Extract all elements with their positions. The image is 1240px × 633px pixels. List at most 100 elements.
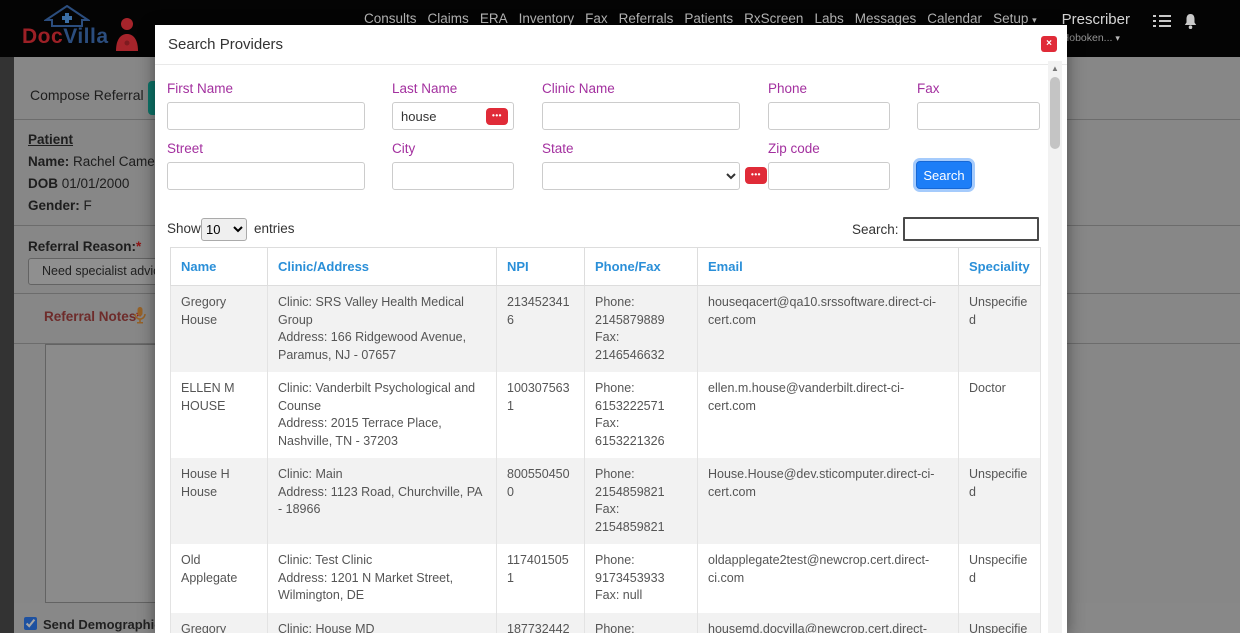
col-header-clinic[interactable]: Clinic/Address — [267, 247, 497, 286]
referral-reason-label: Referral Reason:* — [28, 239, 142, 254]
provider-speciality: Doctor — [958, 372, 1041, 458]
nav-item-labs[interactable]: Labs — [814, 11, 844, 26]
entries-label: entries — [254, 221, 295, 236]
table-row[interactable]: Gregory House Clinic: House MDAddress: 1… — [170, 612, 1041, 633]
nav-item-era[interactable]: ERA — [479, 11, 508, 26]
microphone-icon[interactable] — [134, 307, 146, 329]
provider-speciality: Unspecified — [958, 285, 1041, 372]
tab-compose-referral[interactable]: Compose Referral — [30, 87, 144, 103]
prescriber-label[interactable]: Prescriber — [1061, 11, 1130, 28]
col-header-phone-fax[interactable]: Phone/Fax — [584, 247, 698, 286]
house-logo-icon — [42, 4, 92, 32]
col-header-name[interactable]: Name — [170, 247, 268, 286]
required-asterisk: * — [136, 309, 142, 324]
phone-input[interactable] — [768, 102, 890, 130]
provider-name: Gregory House — [170, 285, 268, 372]
state-select[interactable] — [542, 162, 740, 190]
provider-phone-fax: Phone: 6153222571 Fax: 6153221326 — [584, 372, 698, 458]
provider-name: ELLEN M HOUSE — [170, 372, 268, 458]
last-name-label: Last Name — [392, 81, 458, 96]
provider-npi: 1877324420 — [496, 612, 585, 633]
scrollbar-thumb[interactable] — [1050, 77, 1060, 149]
nav-item-consults[interactable]: Consults — [364, 11, 417, 26]
autofill-extension-icon[interactable]: ••• — [486, 108, 508, 125]
provider-email: ellen.m.house@vanderbilt.direct-ci-cert.… — [697, 372, 959, 458]
table-row[interactable]: ELLEN M HOUSE Clinic: Vanderbilt Psychol… — [170, 372, 1041, 458]
provider-clinic-address: Clinic: Main Address: 1123 Road, Churchvi… — [267, 458, 497, 544]
provider-speciality: Unspecified — [958, 544, 1041, 613]
provider-npi: 2134523416 — [496, 285, 585, 372]
table-controls: Show 10 entries Search: — [155, 217, 1067, 243]
col-header-email[interactable]: Email — [697, 247, 959, 286]
patient-heading: Patient — [28, 132, 74, 147]
modal-title: Search Providers — [168, 36, 284, 53]
first-name-input[interactable] — [167, 102, 365, 130]
nav-item-setup[interactable]: Setup ▾ — [993, 11, 1037, 26]
nav-item-fax[interactable]: Fax — [585, 11, 608, 26]
search-providers-modal: Search Providers × First Name Last Name … — [155, 25, 1067, 633]
show-label: Show — [167, 221, 201, 236]
send-demographics-checkbox[interactable] — [24, 617, 37, 630]
table-header-row: Name Clinic/Address NPI Phone/Fax Email … — [170, 247, 1041, 286]
table-search-label: Search: — [852, 222, 899, 237]
patient-name: Name: Rachel Cameroon — [28, 154, 182, 169]
street-label: Street — [167, 141, 204, 156]
table-row[interactable]: Gregory House Clinic: SRS Valley Health … — [170, 285, 1041, 372]
search-button[interactable]: Search — [916, 161, 972, 189]
patient-gender: Gender: F — [28, 198, 92, 213]
provider-phone-fax: Phone: 2145879889 Fax: 2146546632 — [584, 285, 698, 372]
nav-item-inventory[interactable]: Inventory — [518, 11, 575, 26]
nav-icon-group — [1153, 13, 1198, 35]
street-input[interactable] — [167, 162, 365, 190]
table-row[interactable]: House H House Clinic: Main Address: 1123 … — [170, 458, 1041, 544]
provider-npi: 1003075631 — [496, 372, 585, 458]
nav-item-patients[interactable]: Patients — [684, 11, 734, 26]
patient-dob: DOB 01/01/2000 — [28, 176, 130, 191]
send-demographics-label: Send Demographics an — [43, 617, 188, 632]
col-header-npi[interactable]: NPI — [496, 247, 585, 286]
nav-item-referrals[interactable]: Referrals — [618, 11, 674, 26]
nav-item-calendar[interactable]: Calendar — [927, 11, 983, 26]
modal-scrollbar[interactable]: ▲ — [1048, 61, 1062, 633]
chevron-down-icon: ▾ — [1115, 33, 1120, 43]
bell-icon[interactable] — [1183, 13, 1198, 35]
last-name-input[interactable] — [392, 102, 514, 130]
scrollbar-up-arrow-icon[interactable]: ▲ — [1051, 64, 1059, 73]
clinic-name-label: Clinic Name — [542, 81, 615, 96]
docvilla-logo[interactable]: DocVilla — [14, 3, 164, 55]
provider-name: House H House — [170, 458, 268, 544]
provider-email: houseqacert@qa10.srssoftware.direct-ci-c… — [697, 285, 959, 372]
providers-table: Name Clinic/Address NPI Phone/Fax Email … — [170, 247, 1041, 633]
referral-reason-value[interactable]: Need specialist advice — [28, 258, 180, 285]
phone-label: Phone — [768, 81, 808, 96]
location-selector[interactable]: Hoboken... ▾ — [1061, 32, 1120, 44]
table-row[interactable]: Old Applegate Clinic: Test Clinic Address… — [170, 544, 1041, 613]
autofill-extension-icon[interactable]: ••• — [745, 167, 767, 184]
nav-item-rxscreen[interactable]: RxScreen — [744, 11, 804, 26]
provider-phone-fax: Phone: 9173453933 Fax: null — [584, 544, 698, 613]
provider-clinic-address: Clinic: House MDAddress: 1201 N Market S… — [267, 612, 497, 633]
provider-email: oldapplegate2test@newcrop.cert.direct-ci… — [697, 544, 959, 613]
fax-input[interactable] — [917, 102, 1040, 130]
city-label: City — [392, 141, 416, 156]
nav-item-claims[interactable]: Claims — [427, 11, 469, 26]
col-header-speciality[interactable]: Speciality — [958, 247, 1041, 286]
zip-code-input[interactable] — [768, 162, 890, 190]
chevron-down-icon: ▾ — [1032, 15, 1037, 25]
close-icon[interactable]: × — [1041, 36, 1057, 52]
provider-npi: 1174015051 — [496, 544, 585, 613]
fax-label: Fax — [917, 81, 940, 96]
provider-clinic-address: Clinic: SRS Valley Health Medical Group A… — [267, 285, 497, 372]
table-search-input[interactable] — [903, 217, 1039, 241]
first-name-label: First Name — [167, 81, 234, 96]
nav-item-messages[interactable]: Messages — [854, 11, 917, 26]
state-label: State — [542, 141, 574, 156]
provider-email: House.House@dev.sticomputer.direct-ci-ce… — [697, 458, 959, 544]
patient-summary: Patient Name: Rachel Cameroon DOB 01/01/… — [28, 129, 182, 217]
task-list-icon[interactable] — [1153, 13, 1171, 35]
provider-npi: 8005504500 — [496, 458, 585, 544]
user-menu[interactable]: Prescriber Hoboken... ▾ — [1062, 11, 1130, 44]
city-input[interactable] — [392, 162, 514, 190]
clinic-name-input[interactable] — [542, 102, 740, 130]
page-size-select[interactable]: 10 — [201, 218, 247, 241]
